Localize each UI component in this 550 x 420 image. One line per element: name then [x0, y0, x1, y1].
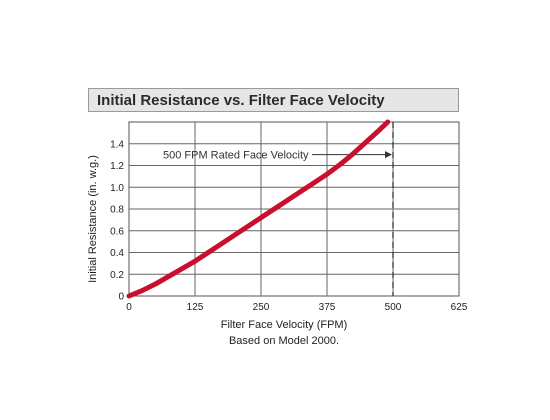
data-point [168, 276, 169, 277]
data-point [326, 174, 327, 175]
data-point [128, 295, 129, 296]
data-point [181, 268, 182, 269]
data-point [387, 121, 388, 122]
x-axis-title: Filter Face Velocity (FPM) [221, 319, 348, 331]
y-tick-label: 1.4 [110, 139, 124, 150]
data-point [208, 252, 209, 253]
data-point [340, 164, 341, 165]
y-tick-label: 0.6 [110, 226, 124, 237]
data-point [260, 217, 261, 218]
data-point [234, 235, 235, 236]
data-point [287, 200, 288, 201]
x-tick-label: 500 [385, 302, 402, 313]
x-tick-label: 250 [253, 302, 270, 313]
data-point [300, 191, 301, 192]
x-tick-label: 625 [451, 302, 468, 313]
y-tick-label: 0.8 [110, 205, 124, 216]
y-tick-label: 0.2 [110, 270, 124, 281]
data-point [274, 208, 275, 209]
chart-subtitle: Based on Model 2000. [229, 335, 339, 347]
x-tick-label: 125 [187, 302, 204, 313]
x-tick-label: 375 [319, 302, 336, 313]
annotation-rated-velocity: 500 FPM Rated Face Velocity [163, 150, 309, 162]
data-point [353, 153, 354, 154]
x-tick-label: 0 [126, 302, 132, 313]
data-point [379, 129, 380, 130]
data-point [155, 283, 156, 284]
resistance-curve [126, 119, 391, 299]
chart-title: Initial Resistance vs. Filter Face Veloc… [97, 92, 385, 109]
data-point [247, 226, 248, 227]
y-axis-title: Initial Resistance (in. w.g.) [87, 155, 99, 283]
y-tick-label: 0 [118, 292, 124, 303]
data-point [194, 261, 195, 262]
data-point [313, 182, 314, 183]
data-point [366, 141, 367, 142]
y-tick-label: 1.0 [110, 183, 124, 194]
annotation-arrow-head [385, 151, 392, 159]
data-point [221, 243, 222, 244]
y-tick-label: 0.4 [110, 248, 124, 259]
y-tick-label: 1.2 [110, 161, 124, 172]
chart-title-box: Initial Resistance vs. Filter Face Veloc… [88, 88, 459, 112]
data-point [142, 290, 143, 291]
